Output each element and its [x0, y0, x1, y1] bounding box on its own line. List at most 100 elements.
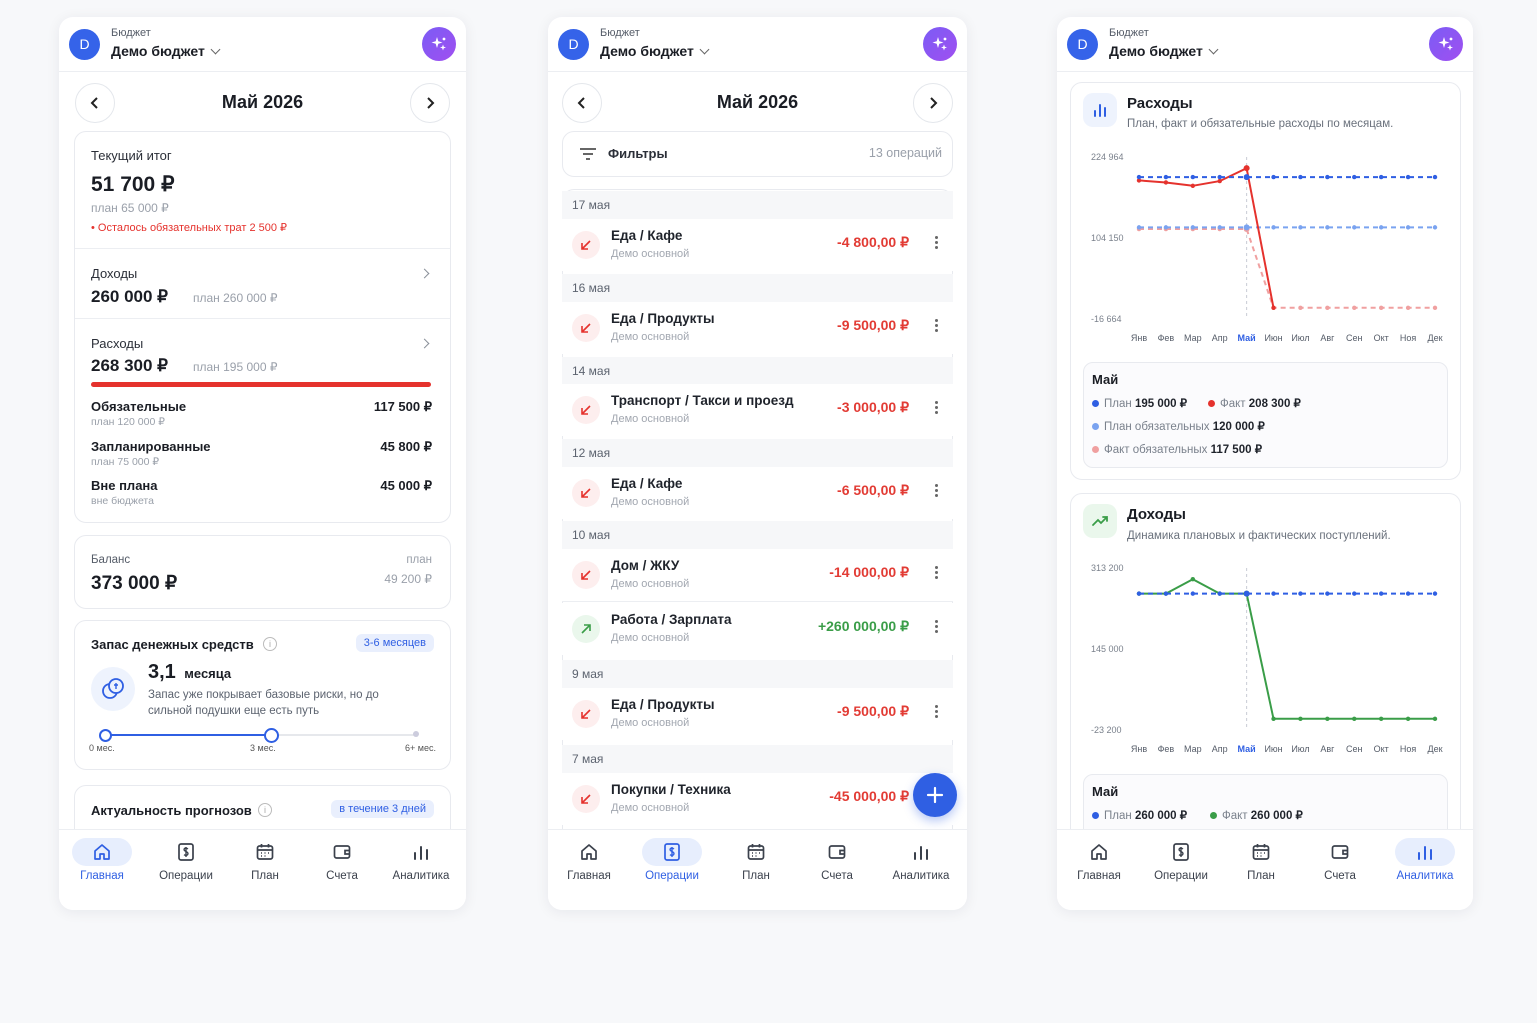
avatar[interactable]: D — [1067, 29, 1098, 60]
ai-assistant-button[interactable] — [422, 27, 456, 61]
data-point — [1298, 225, 1303, 230]
avatar[interactable]: D — [69, 29, 100, 60]
tab-bar: Главная Операции План Счета Аналитика — [548, 829, 967, 910]
avatar[interactable]: D — [558, 29, 589, 60]
home-screen: D Бюджет Демо бюджет Май 2026 Текущий ит… — [59, 17, 466, 910]
ai-assistant-button[interactable] — [1429, 27, 1463, 61]
reserve-current-marker — [264, 728, 280, 743]
x-tick-label: Май — [1238, 333, 1256, 343]
tab-analytics[interactable]: Аналитика — [1392, 838, 1458, 882]
more-icon[interactable] — [935, 401, 939, 416]
tab-bar: Главная Операции План Счета Аналитика — [59, 829, 466, 910]
tab-label: Операции — [1154, 870, 1208, 882]
operation-title: Транспорт / Такси и проезд — [611, 393, 794, 408]
info-icon[interactable]: i — [263, 637, 277, 651]
operation-row[interactable]: Еда / Продукты Демо основной -9 500,00 ₽ — [562, 302, 953, 354]
filters-label: Фильтры — [608, 146, 668, 161]
series-line — [1139, 228, 1435, 309]
prev-month-button[interactable] — [562, 83, 602, 123]
data-point — [1136, 225, 1142, 230]
data-point — [1298, 174, 1303, 180]
tab-plan[interactable]: План — [1230, 838, 1292, 882]
operation-row[interactable]: Еда / Кафе Демо основной -6 500,00 ₽ — [562, 467, 953, 519]
tab-label: Аналитика — [1396, 870, 1454, 882]
home-icon — [94, 844, 110, 860]
data-point — [1325, 225, 1330, 230]
budget-selector[interactable]: Демо бюджет — [111, 43, 221, 59]
more-icon[interactable] — [935, 319, 939, 334]
day-header: 7 мая — [562, 745, 953, 773]
forecast-badge: в течение 3 дней — [331, 800, 434, 818]
income-label: Доходы — [91, 266, 138, 281]
income-row[interactable]: Доходы 260 000 ₽ план 260 000 ₽ — [75, 249, 450, 317]
tab-label: Счета — [821, 870, 853, 882]
more-icon[interactable] — [935, 484, 939, 499]
info-icon[interactable]: i — [258, 803, 272, 817]
next-month-button[interactable] — [913, 83, 953, 123]
x-tick-label: Сен — [1346, 333, 1363, 343]
data-point — [1432, 591, 1438, 596]
expenses-row[interactable]: Расходы 268 300 ₽ план 195 000 ₽ — [75, 319, 450, 389]
data-point — [1271, 225, 1276, 230]
tab-operations[interactable]: Операции — [641, 838, 703, 882]
tab-home[interactable]: Главная — [71, 838, 133, 882]
tab-plan[interactable]: План — [725, 838, 787, 882]
operation-row[interactable]: Еда / Продукты Демо основной -9 500,00 ₽ — [562, 688, 953, 740]
tab-home[interactable]: Главная — [1068, 838, 1130, 882]
home-icon — [581, 844, 597, 860]
operation-row[interactable]: Транспорт / Такси и проезд Демо основной… — [562, 384, 953, 436]
breakdown-row: Запланированные план 75 000 ₽ 45 800 ₽ — [91, 439, 432, 475]
more-icon[interactable] — [935, 236, 939, 251]
operation-row[interactable]: Еда / Кафе Демо основной -4 800,00 ₽ — [562, 219, 953, 271]
data-point — [1298, 305, 1303, 311]
tab-analytics[interactable]: Аналитика — [888, 838, 954, 882]
data-point — [1405, 591, 1411, 596]
add-operation-button[interactable] — [913, 773, 957, 817]
analytics-screen: D Бюджет Демо бюджет Расходы План, факт … — [1057, 17, 1473, 910]
income-line-chart[interactable]: 313 200 145 000 -23 200 Янв Фев Мар Апр Май Июн И… — [1071, 554, 1460, 764]
tab-accounts[interactable]: Счета — [806, 838, 868, 882]
plus-icon — [926, 786, 944, 804]
x-tick-label: Ноя — [1400, 333, 1417, 343]
data-point — [1190, 591, 1196, 596]
prev-month-button[interactable] — [75, 83, 115, 123]
current-total-value: 51 700 ₽ — [91, 173, 175, 196]
tab-operations[interactable]: Операции — [1150, 838, 1212, 882]
operation-row[interactable]: Работа / Зарплата Демо основной +260 000… — [562, 603, 953, 655]
next-month-button[interactable] — [410, 83, 450, 123]
tooltip-month: Май — [1092, 784, 1119, 799]
filters-bar[interactable]: Фильтры 13 операций — [562, 131, 953, 177]
budget-selector[interactable]: Демо бюджет — [600, 43, 710, 59]
series-line — [1139, 578, 1435, 720]
operation-title: Дом / ЖКУ — [611, 558, 680, 573]
operation-title: Работа / Зарплата — [611, 612, 732, 627]
more-icon[interactable] — [935, 566, 939, 581]
operation-row[interactable]: Покупки / Техника Демо основной -45 000,… — [562, 773, 953, 825]
tab-operations[interactable]: Операции — [155, 838, 217, 882]
tab-accounts[interactable]: Счета — [1309, 838, 1371, 882]
operation-row[interactable]: Дом / ЖКУ Демо основной -14 000,00 ₽ — [562, 549, 953, 602]
operation-title: Еда / Кафе — [611, 228, 683, 243]
ai-assistant-button[interactable] — [923, 27, 957, 61]
month-switcher: Май 2026 — [548, 83, 967, 123]
breakdown-title: Обязательные — [91, 399, 187, 414]
reserve-card: Запас денежных средств i 3-6 месяцев 3,1… — [74, 620, 451, 770]
forecast-title: Актуальность прогнозов — [91, 803, 252, 818]
mandatory-warning: • Осталось обязательных трат 2 500 ₽ — [91, 222, 288, 234]
reserve-start-marker — [99, 729, 112, 742]
more-icon[interactable] — [935, 620, 939, 635]
legend-fact-mandatory: Факт обязательных 117 500 ₽ — [1092, 442, 1262, 456]
expenses-line-chart[interactable]: 224 964 104 150 -16 664 Янв Фев Мар Апр Май Июн И… — [1071, 143, 1460, 353]
more-icon[interactable] — [935, 705, 939, 720]
tab-accounts[interactable]: Счета — [311, 838, 373, 882]
current-total-label: Текущий итог — [91, 148, 172, 163]
sparkle-icon — [1438, 37, 1453, 51]
tab-analytics[interactable]: Аналитика — [389, 838, 453, 882]
tab-plan[interactable]: План — [234, 838, 296, 882]
balance-card[interactable]: Баланс 373 000 ₽ план 49 200 ₽ — [74, 535, 451, 609]
breakdown-value: 117 500 ₽ — [373, 399, 432, 414]
budget-selector[interactable]: Демо бюджет — [1109, 43, 1219, 59]
wallet-icon — [333, 845, 351, 859]
dollar-doc-icon — [1173, 843, 1189, 861]
tab-home[interactable]: Главная — [558, 838, 620, 882]
